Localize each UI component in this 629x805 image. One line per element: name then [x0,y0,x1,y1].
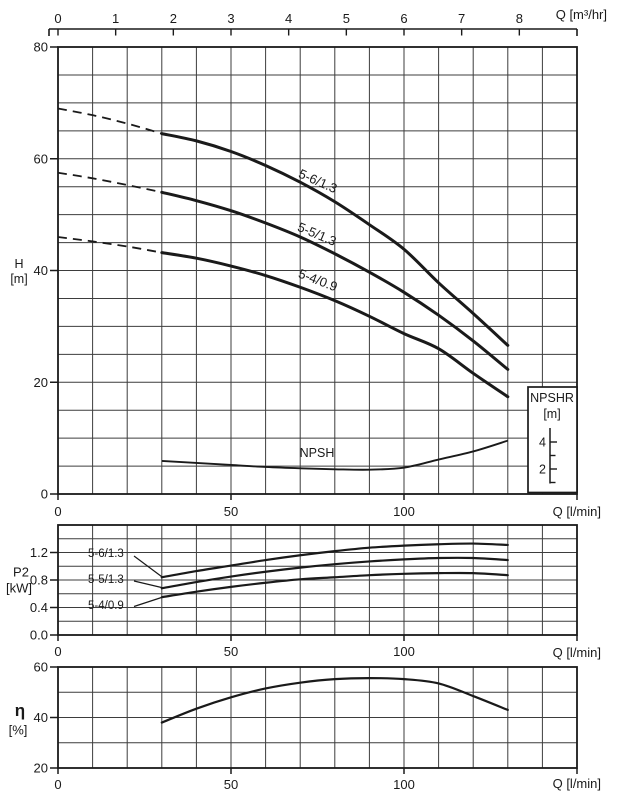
x-tick-label: 100 [393,504,415,519]
top-flow-axis: 0 1 2 3 4 5 6 7 8 [48,11,578,36]
grid [58,525,577,635]
top-axis-tick-label: 4 [285,11,292,26]
top-axis-tick-label: 6 [400,11,407,26]
efficiency-curve: 20 40 60 0 50 100 [34,660,578,792]
top-axis-tick-label: 8 [516,11,523,26]
npsh-group: 24 [161,386,578,494]
npshr-tick-label: 2 [539,463,546,477]
power-curve-label-5-4: 5-4/0.9 [88,600,124,612]
power-curve-label-5-5: 5-5/1.3 [88,574,124,586]
x-tick-label: 0 [54,777,61,792]
x-tick-label: 0 [54,504,61,519]
npshr-inset-box [527,386,578,494]
top-axis-tick-label: 7 [458,11,465,26]
y-tick-label: 60 [34,151,48,166]
curve-dashed-5-4/0.9 [57,236,162,254]
y-tick-label: 80 [34,40,48,55]
curve-NPSH [161,439,509,471]
y-tick-label: 1.2 [30,545,48,560]
x-tick-label: 50 [224,504,238,519]
grid [58,47,577,494]
curve-5-4/0.9 [160,571,509,599]
curve-5-5/1.3 [160,556,509,590]
head-y-axis-unit: [m] [10,272,28,286]
npshr-axis-title: NPSHR [530,391,574,405]
curve-5-4/0.9 [160,251,510,399]
curve-5-5/1.3 [160,190,510,371]
x-tick-label: 50 [224,644,238,659]
power-y-axis-unit: [kW] [6,580,32,596]
curve-5-6/1.3 [160,132,510,347]
y-tick-label: 20 [34,375,48,390]
x-tick-label: 100 [393,644,415,659]
top-axis-title-q-m3hr: Q [m³/hr] [555,7,607,22]
y-tick-label: 0 [41,487,48,502]
y-tick-label: 20 [34,761,48,776]
y-tick-label: 60 [34,660,48,675]
top-axis-tick-label: 5 [343,11,350,26]
efficiency-y-axis-unit: [%] [8,722,28,738]
power-curves: 0.0 0.4 0.8 1.2 0 50 100 [30,524,578,659]
power-label-leaders [133,555,162,608]
power-x-axis-title-q-lmin: Q [l/min] [552,645,601,660]
x-tick-label: 50 [224,777,238,792]
curve-dashed-5-5/1.3 [57,171,162,194]
top-axis-tick-label: 1 [112,11,119,26]
power-curve-label-5-6: 5-6/1.3 [88,548,124,560]
head-y-axis-title: H [14,257,24,271]
y-tick-label: 0.0 [30,628,48,643]
curve-dashed-5-6/1.3 [57,107,163,135]
x-tick-label: 100 [393,777,415,792]
y-tick-label: 40 [34,710,48,725]
npsh-curve-label: NPSH [299,446,335,460]
power-y-axis-title: P2 [13,564,29,580]
y-tick-label: 0.4 [30,600,48,615]
y-tick-label: 40 [34,263,48,278]
y-tick-label: 0.8 [30,573,48,588]
x-tick-label: 0 [54,644,61,659]
head-x-axis-title-q-lmin: Q [l/min] [552,504,601,519]
curve-5-6/1.3 [160,542,509,579]
head-curves: 0 20 40 60 80 0 50 100 [34,40,578,519]
curve-η [160,677,509,724]
top-axis-tick-label: 2 [170,11,177,26]
npshr-tick-label: 4 [539,436,546,450]
efficiency-y-axis-title: η [14,701,26,720]
npshr-axis-unit: [m] [543,407,561,421]
top-axis-tick-label: 3 [227,11,234,26]
efficiency-x-axis-title-q-lmin: Q [l/min] [552,776,601,791]
top-axis-tick-label: 0 [54,11,61,26]
grid [58,667,577,768]
